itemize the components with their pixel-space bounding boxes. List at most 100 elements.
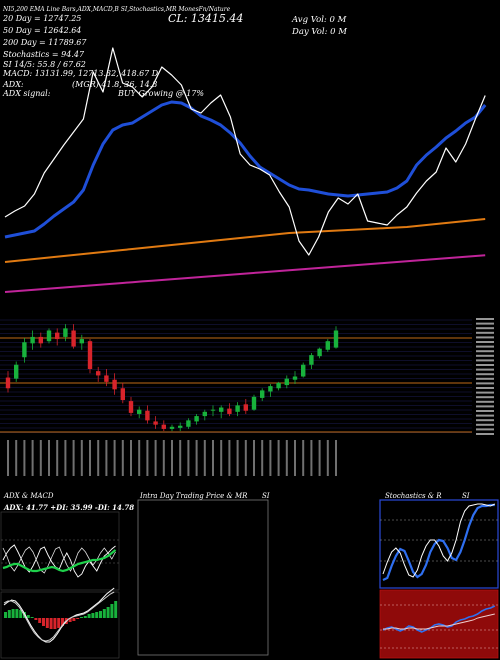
candle-body [178,425,183,428]
date-tick-label [72,440,75,476]
macd-label: MACD: 13131.99, 12713.32, 418.67 D [3,69,159,78]
date-tick-label [154,440,157,476]
macd-histogram-bar [72,618,76,621]
macd-histogram-bar [95,612,99,618]
macd-histogram-bar [110,604,114,618]
price-tick-label [476,350,494,353]
adx-label: ADX: [3,80,24,89]
day-volume-label: Day Vol: 0 M [292,27,347,37]
candle-body [46,330,52,342]
candle-body [325,341,330,350]
date-tick-label [7,440,9,476]
candle-body [202,411,207,417]
candle-body [120,388,125,401]
intraday-panel-frame [137,499,269,656]
price-tick-label [476,382,494,385]
macd-histogram-bar [34,618,38,620]
macd-histogram-bar [38,618,42,623]
macd-histogram-bar [91,613,95,618]
price-tick-label [476,327,494,330]
si-title: SI [262,492,270,500]
candle-body [71,330,76,347]
candle-body [161,424,166,429]
stochastics-k-line [382,503,495,581]
macd-histogram-bar [57,618,61,628]
price-tick-label [476,377,494,380]
ema-series-line-3 [4,47,486,256]
stochastics-panel-frame [379,499,499,589]
candle-body [333,330,339,348]
avg-volume-label: Avg Vol: 0 M [292,15,347,25]
adx-signal-label: ADX signal: [3,89,51,98]
macd-histogram-bar [19,610,23,618]
price-tick-label [476,414,494,417]
candle-body [79,339,84,344]
price-tick-label [476,419,494,422]
price-tick-label [476,322,494,325]
macd-histogram-bar [76,618,80,619]
candle-body [309,355,314,365]
candle-body [14,364,19,379]
price-tick-label [476,410,494,412]
adx-value: (MGR) 41.8, 36, 14.8 [72,80,158,89]
close-price-label: CL: 13415.44 [168,12,244,25]
candle-body [128,401,134,413]
candle-body [235,405,240,412]
macd-histogram-bar [68,618,72,622]
date-tick-label [187,440,190,476]
price-tick-label [476,336,494,339]
date-tick-label [48,440,50,476]
date-tick-label [335,440,337,476]
macd-histogram-bar [7,610,11,618]
price-tick-label [476,331,494,334]
candle-body [22,342,27,358]
candle-body [96,371,101,376]
stochastics-si-title: SI [462,492,470,500]
price-tick-label [476,433,494,435]
price-tick-label [476,318,494,320]
adx-panel-frame [0,511,120,591]
price-tick-label [476,387,494,389]
date-tick-label [179,440,182,476]
macd-histogram-bar [49,618,53,629]
date-tick-label [269,440,272,476]
date-tick-label [244,440,247,476]
candle-body [227,408,232,414]
intraday-title: Intra Day Trading Price & MR [140,492,248,500]
candle-body [251,396,257,410]
price-tick-label [476,359,494,362]
price-tick-label [476,428,494,431]
candle-body [268,386,273,392]
date-tick-label [39,440,42,476]
macd-histogram-bar [61,618,64,626]
date-tick-label [220,440,223,476]
candle-body [104,375,109,382]
candle-body [153,421,158,425]
macd-histogram-bar [30,617,34,618]
macd-histogram-bar [114,601,118,618]
stochastics-label: Stochastics = 94.47 [3,50,85,59]
date-tick-label [294,440,296,476]
candle-body [38,336,43,344]
date-tick-label [285,440,288,476]
candle-body [292,376,298,380]
macd-histogram-bar [87,614,91,618]
mr-signal-line [383,613,495,630]
date-tick-label [277,440,280,476]
price-tick-label [476,405,494,408]
candle-body [243,404,248,411]
candle-body [145,410,150,421]
candle-body [186,420,191,427]
price-tick-label [476,364,494,366]
date-tick-label [113,440,116,476]
stochastics-title: Stochastics & R [385,492,442,500]
candle-body [194,416,199,422]
date-tick-label [203,440,206,476]
ma20-label: 20 Day = 12747.25 [3,14,82,23]
candle-panel-bg [0,315,472,437]
candle-body [55,332,60,340]
macd-histogram-bar [102,609,106,618]
date-tick-label [56,440,59,476]
candle-body [169,426,175,429]
candle-body [284,378,289,386]
